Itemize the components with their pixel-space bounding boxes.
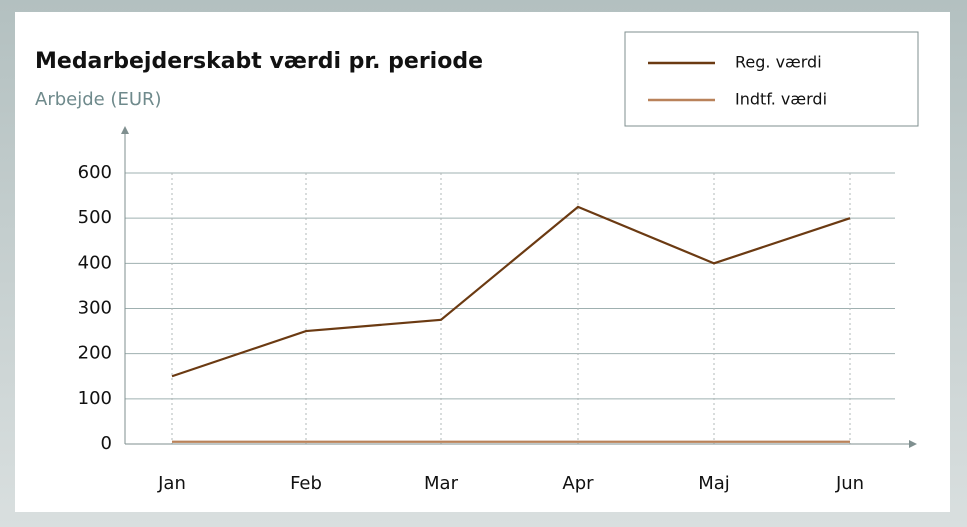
x-tick-label: Jun xyxy=(835,473,864,494)
y-tick-label: 300 xyxy=(78,298,112,319)
legend-box xyxy=(624,31,919,127)
x-axis-arrow xyxy=(909,440,917,448)
y-tick-label: 600 xyxy=(78,162,112,183)
x-tick-label: Jan xyxy=(157,473,186,494)
legend-label: Reg. værdi xyxy=(735,53,822,72)
y-tick-label: 400 xyxy=(78,252,112,273)
x-tick-label: Feb xyxy=(290,473,322,494)
y-axis-arrow xyxy=(121,126,129,134)
x-tick-label: Apr xyxy=(562,473,594,494)
chart-title: Medarbejderskabt værdi pr. periode xyxy=(35,49,483,74)
y-tick-label: 200 xyxy=(78,343,112,364)
legend-label: Indtf. værdi xyxy=(735,90,827,109)
y-tick-label: 500 xyxy=(78,207,112,228)
y-tick-label: 0 xyxy=(101,433,112,454)
y-tick-label: 100 xyxy=(78,388,112,409)
x-tick-label: Mar xyxy=(424,473,459,494)
x-tick-label: Maj xyxy=(698,473,730,494)
series-line xyxy=(171,205,851,378)
chart-subtitle: Arbejde (EUR) xyxy=(35,89,162,110)
